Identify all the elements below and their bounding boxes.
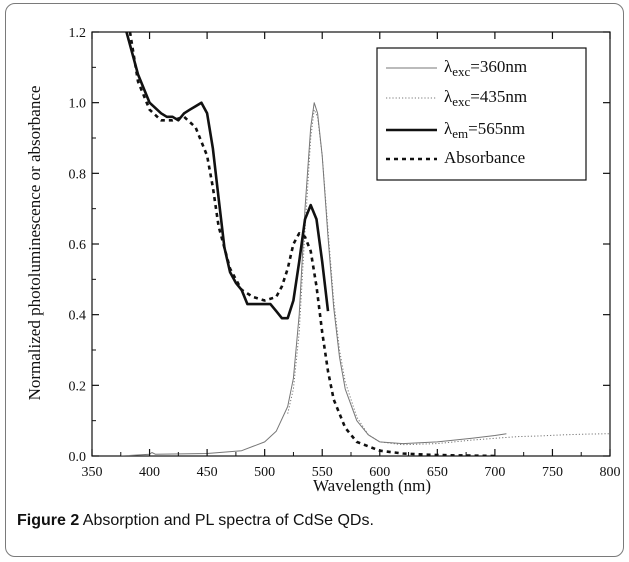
x-tick-label: 600 [369,465,390,480]
series-line-2 [125,32,330,320]
x-tick-label: 650 [427,465,448,480]
y-tick-label: 0.4 [69,309,87,324]
spectra-chart: 350 400 450 500 550 600 650 700 750 800 0.0 0.2 0.4 0… [25,26,621,495]
x-tick-label: 550 [312,465,333,480]
legend-label-2: λem=565nm [444,119,525,141]
axis-layer: 350 400 450 500 550 600 650 700 750 800 0.0 0.2 0.4 0… [69,26,621,480]
figure-caption: Figure 2 Absorption and PL spectra of Cd… [17,512,374,530]
x-tick-label: 800 [600,465,621,480]
series-line-3 [128,32,495,456]
x-tick-label: 500 [254,465,275,480]
figure-caption-text: Absorption and PL spectra of CdSe QDs. [82,512,374,529]
x-tick-label: 750 [542,465,563,480]
x-tick-label: 350 [82,465,103,480]
y-axis-label: Normalized photoluminescence or absorban… [25,86,44,401]
legend-label-1: λexc=435nm [444,87,527,109]
x-tick-label: 450 [197,465,218,480]
figure-caption-label: Figure 2 [17,512,80,529]
x-tick-label: 700 [484,465,505,480]
y-tick-label: 0.2 [69,379,87,394]
legend: λexc=360nm λexc=435nm λem=565nm Absorbance [376,47,587,181]
x-axis-label: Wavelength (nm) [313,476,431,495]
series-line-1 [287,109,610,446]
x-tick-label: 400 [139,465,160,480]
y-tick-label: 0.8 [69,167,87,182]
series-layer [120,32,610,456]
legend-label-0: λexc=360nm [444,57,527,79]
y-tick-label: 0.6 [69,238,87,253]
y-tick-label: 1.2 [69,26,87,41]
y-tick-label: 0.0 [69,450,87,465]
legend-label-3: Absorbance [444,148,525,167]
y-tick-label: 1.0 [69,97,87,112]
series-line-0 [120,102,507,456]
